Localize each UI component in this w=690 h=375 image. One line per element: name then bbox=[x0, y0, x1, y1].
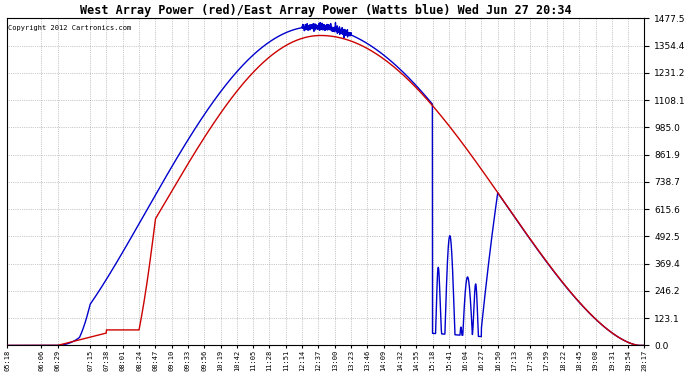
Title: West Array Power (red)/East Array Power (Watts blue) Wed Jun 27 20:34: West Array Power (red)/East Array Power … bbox=[80, 4, 571, 17]
Text: Copyright 2012 Cartronics.com: Copyright 2012 Cartronics.com bbox=[8, 25, 132, 31]
